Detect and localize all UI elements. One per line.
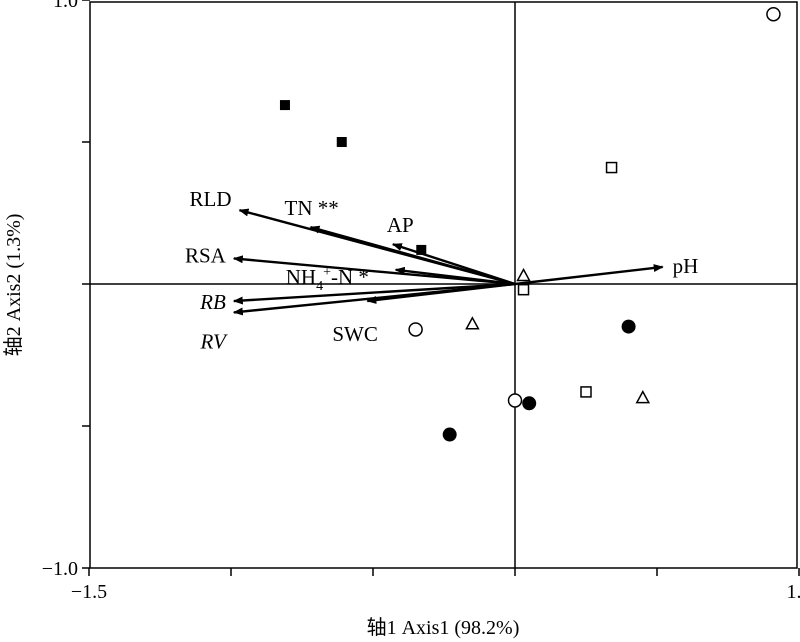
vector-label: pH (673, 254, 699, 278)
y-tick-label: 1.0 (53, 0, 78, 12)
open-circle-point (409, 323, 422, 336)
filled-square-point (337, 137, 347, 147)
x-tick-label: −1.5 (71, 581, 107, 603)
vector-label: RSA (185, 243, 227, 267)
open-triangle-point (518, 269, 530, 280)
vector-label: SWC (332, 322, 378, 346)
y-tick-label: −1.0 (42, 558, 78, 580)
open-square-point (519, 285, 529, 295)
open-triangle-point (466, 318, 478, 329)
open-circle-point (767, 8, 780, 21)
open-circle-point (509, 394, 522, 407)
filled-square-point (416, 245, 426, 255)
filled-square-point (280, 100, 290, 110)
filled-circle-point (622, 320, 636, 334)
filled-circle-point (522, 396, 536, 410)
zero-lines (90, 2, 797, 568)
vector-label: RLD (190, 187, 232, 211)
vector-label: RV (200, 329, 228, 353)
open-square-point (607, 163, 617, 173)
x-tick-label: 1.0 (787, 581, 800, 603)
vector-label: RB (199, 290, 226, 314)
vector-label: TN ** (285, 196, 339, 220)
y-axis-title: 轴2 Axis2 (1.3%) (2, 214, 25, 357)
open-square-point (581, 387, 591, 397)
sample-points (280, 8, 780, 442)
plot-frame (90, 2, 797, 568)
x-axis-title: 轴1 Axis1 (98.2%) (367, 616, 520, 639)
open-triangle-point (637, 392, 649, 403)
filled-circle-point (443, 428, 457, 442)
vector-label: AP (387, 213, 414, 237)
vector-arrow (396, 270, 515, 284)
vector-label: NH4+-N * (286, 265, 369, 294)
tick-labels: −1.5 1.0 1.0 −1.0 (42, 0, 800, 603)
biplot-vectors: RLD TN ** AP RSA NH4+-N * RB RV SWC pH (185, 187, 698, 353)
vector-arrow (515, 267, 663, 284)
